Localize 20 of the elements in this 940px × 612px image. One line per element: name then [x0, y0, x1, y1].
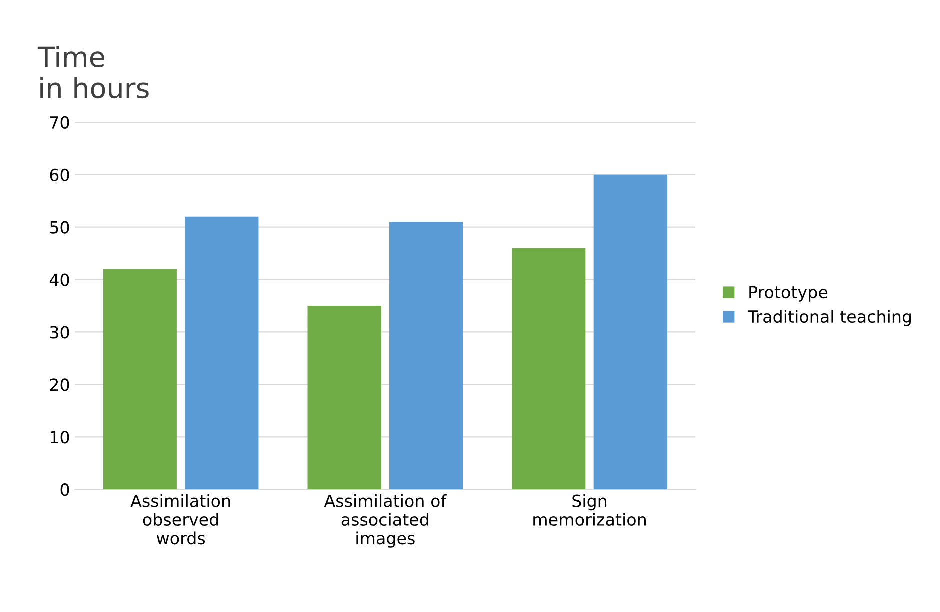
y-tick-label: 20 — [50, 378, 70, 392]
bar — [185, 216, 259, 490]
y-tick-label: 50 — [50, 221, 70, 234]
bar — [594, 174, 668, 490]
bar — [308, 306, 382, 490]
x-tick-label: Sign memorization — [534, 494, 646, 526]
x-tick-label: Assimilation of associated images — [324, 494, 447, 548]
y-tick-label: 10 — [50, 431, 70, 444]
y-tick-label: 30 — [50, 326, 70, 339]
y-tick-label: 60 — [50, 168, 70, 182]
legend-label: Prototype — [750, 286, 828, 302]
bar — [512, 248, 586, 490]
y-axis-title: Time in hours — [38, 46, 149, 99]
y-tick-label: 40 — [50, 274, 70, 286]
x-tick-label: Assimilation observed words — [130, 494, 230, 545]
bar — [389, 222, 464, 490]
y-tick-label: 70 — [50, 116, 70, 129]
legend-label: Traditional teaching — [748, 310, 912, 326]
y-tick-label: 0 — [60, 484, 70, 496]
bar — [103, 269, 177, 490]
